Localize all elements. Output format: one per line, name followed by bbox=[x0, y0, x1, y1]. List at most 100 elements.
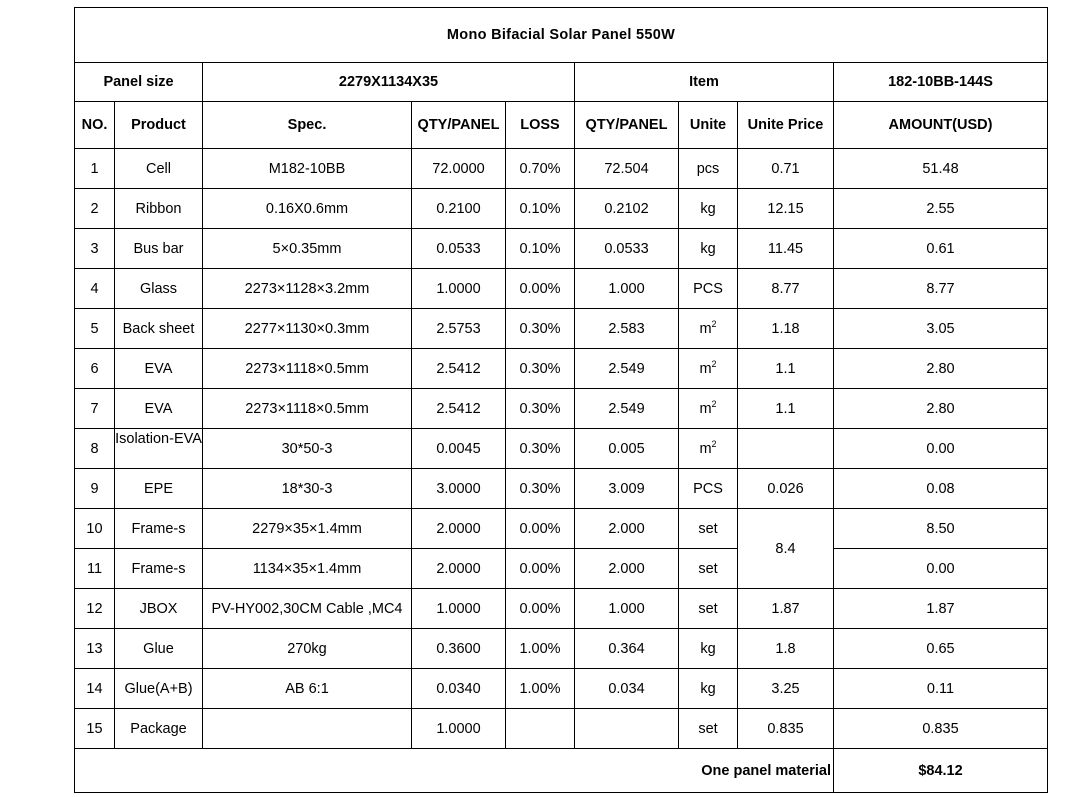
row-spec bbox=[202, 708, 412, 749]
row-price: 11.45 bbox=[737, 228, 834, 269]
total-row: One panel material $84.12 bbox=[74, 748, 1048, 793]
row-loss: 0.30% bbox=[505, 468, 575, 509]
table-row: 10 Frame-s 2279×35×1.4mm 2.0000 0.00% 2.… bbox=[74, 508, 1048, 589]
row-price: 1.8 bbox=[737, 628, 834, 669]
row-spec: 0.16X0.6mm bbox=[202, 188, 412, 229]
row-amount: 0.11 bbox=[833, 668, 1048, 709]
header-product: Product bbox=[114, 101, 203, 149]
row-no: 8 bbox=[74, 428, 115, 469]
row-amount: 8.77 bbox=[833, 268, 1048, 309]
row-qty2: 2.549 bbox=[574, 388, 679, 429]
header-qty-panel-2: QTY/PANEL bbox=[574, 101, 679, 149]
row-spec: AB 6:1 bbox=[202, 668, 412, 709]
row-qty2: 1.000 bbox=[574, 588, 679, 629]
table-row: 6 EVA 2273×1118×0.5mm 2.5412 0.30% 2.549… bbox=[74, 348, 1048, 389]
row-amount: 2.80 bbox=[833, 348, 1048, 389]
row-qty2: 2.583 bbox=[574, 308, 679, 349]
row-spec: PV-HY002,30CM Cable ,MC4 bbox=[202, 588, 412, 629]
row-no: 2 bbox=[74, 188, 115, 229]
row-price: 0.835 bbox=[737, 708, 834, 749]
row-amount: 2.80 bbox=[833, 388, 1048, 429]
row-price: 0.71 bbox=[737, 148, 834, 189]
row-qty2: 72.504 bbox=[574, 148, 679, 189]
bom-table: Mono Bifacial Solar Panel 550W Panel siz… bbox=[74, 7, 1048, 793]
row-qty: 2.5753 bbox=[411, 308, 506, 349]
header-unite-price: Unite Price bbox=[737, 101, 834, 149]
table-row: 12 JBOX PV-HY002,30CM Cable ,MC4 1.0000 … bbox=[74, 588, 1048, 629]
row-unit: m2 bbox=[678, 388, 738, 429]
table-row: 4 Glass 2273×1128×3.2mm 1.0000 0.00% 1.0… bbox=[74, 268, 1048, 309]
row-loss: 0.30% bbox=[505, 428, 575, 469]
row-no: 4 bbox=[74, 268, 115, 309]
header-row: NO. Product Spec. QTY/PANEL LOSS QTY/PAN… bbox=[74, 101, 1048, 149]
row-unit: m2 bbox=[678, 348, 738, 389]
table-row: 3 Bus bar 5×0.35mm 0.0533 0.10% 0.0533 k… bbox=[74, 228, 1048, 269]
row-loss: 0.30% bbox=[505, 388, 575, 429]
table-row: 2 Ribbon 0.16X0.6mm 0.2100 0.10% 0.2102 … bbox=[74, 188, 1048, 229]
row-amount: 51.48 bbox=[833, 148, 1048, 189]
row-product: Glue bbox=[114, 628, 203, 669]
row-spec: 2273×1118×0.5mm bbox=[202, 388, 412, 429]
row-qty2: 2.000 bbox=[574, 508, 679, 549]
row-loss: 0.00% bbox=[505, 268, 575, 309]
header-loss: LOSS bbox=[505, 101, 575, 149]
row-no: 12 bbox=[74, 588, 115, 629]
row-qty: 0.0340 bbox=[411, 668, 506, 709]
row-spec: 5×0.35mm bbox=[202, 228, 412, 269]
row-qty2: 2.000 bbox=[574, 548, 679, 589]
row-price: 12.15 bbox=[737, 188, 834, 229]
row-qty: 0.0045 bbox=[411, 428, 506, 469]
title-row: Mono Bifacial Solar Panel 550W bbox=[74, 7, 1048, 63]
row-product: EPE bbox=[114, 468, 203, 509]
header-amount: AMOUNT(USD) bbox=[833, 101, 1048, 149]
row-amount: 0.08 bbox=[833, 468, 1048, 509]
row-amount: 0.61 bbox=[833, 228, 1048, 269]
row-price: 1.87 bbox=[737, 588, 834, 629]
row-price: 3.25 bbox=[737, 668, 834, 709]
sheet-title: Mono Bifacial Solar Panel 550W bbox=[74, 7, 1048, 63]
row-unit: kg bbox=[678, 628, 738, 669]
row-loss: 0.10% bbox=[505, 188, 575, 229]
row-qty2: 3.009 bbox=[574, 468, 679, 509]
row-price bbox=[737, 428, 834, 469]
row-no: 14 bbox=[74, 668, 115, 709]
header-qty-panel: QTY/PANEL bbox=[411, 101, 506, 149]
row-unit: m2 bbox=[678, 308, 738, 349]
row-spec: 2279×35×1.4mm bbox=[202, 508, 412, 549]
row-amount: 0.65 bbox=[833, 628, 1048, 669]
row-amount: 8.50 bbox=[833, 508, 1048, 549]
row-qty: 0.0533 bbox=[411, 228, 506, 269]
row-qty: 3.0000 bbox=[411, 468, 506, 509]
row-no: 3 bbox=[74, 228, 115, 269]
row-product: EVA bbox=[114, 348, 203, 389]
row-loss: 0.00% bbox=[505, 508, 575, 549]
row-no: 5 bbox=[74, 308, 115, 349]
row-price: 0.026 bbox=[737, 468, 834, 509]
row-amount: 2.55 bbox=[833, 188, 1048, 229]
table-row: 14 Glue(A+B) AB 6:1 0.0340 1.00% 0.034 k… bbox=[74, 668, 1048, 709]
row-price-merged: 8.4 bbox=[737, 508, 834, 589]
row-price: 1.1 bbox=[737, 388, 834, 429]
row-unit: PCS bbox=[678, 268, 738, 309]
row-product: Package bbox=[114, 708, 203, 749]
row-unit: m2 bbox=[678, 428, 738, 469]
panel-size-label: Panel size bbox=[74, 62, 203, 102]
table-row: 5 Back sheet 2277×1130×0.3mm 2.5753 0.30… bbox=[74, 308, 1048, 349]
item-label: Item bbox=[574, 62, 834, 102]
row-unit: set bbox=[678, 588, 738, 629]
row-product: Ribbon bbox=[114, 188, 203, 229]
row-no: 13 bbox=[74, 628, 115, 669]
item-value: 182-10BB-144S bbox=[833, 62, 1048, 102]
row-amount: 0.00 bbox=[833, 428, 1048, 469]
total-value: $84.12 bbox=[833, 748, 1048, 793]
row-amount: 0.835 bbox=[833, 708, 1048, 749]
row-product: Frame-s bbox=[114, 508, 203, 549]
row-product: Isolation-EVA bbox=[114, 428, 203, 469]
row-price: 1.1 bbox=[737, 348, 834, 389]
row-qty2: 1.000 bbox=[574, 268, 679, 309]
row-price: 8.77 bbox=[737, 268, 834, 309]
row-unit: kg bbox=[678, 228, 738, 269]
row-price: 1.18 bbox=[737, 308, 834, 349]
row-no: 10 bbox=[74, 508, 115, 549]
row-amount: 3.05 bbox=[833, 308, 1048, 349]
